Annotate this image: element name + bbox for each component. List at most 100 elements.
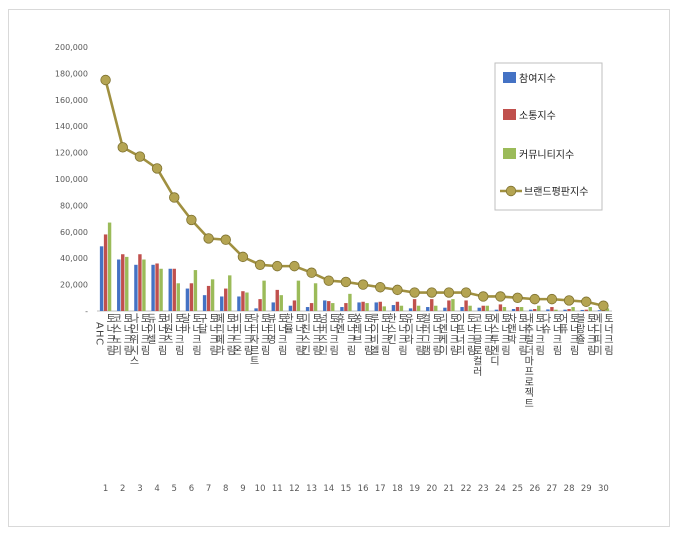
legend-box <box>494 62 603 211</box>
bar-2 <box>172 268 176 311</box>
x-category-label: 한 스 킨토 너 크 림 <box>387 313 407 357</box>
bar-3 <box>468 305 472 311</box>
bar-3 <box>588 307 592 311</box>
x-category-label: 메 디 피 미토 너 크 림 <box>593 313 613 357</box>
bar-1 <box>511 309 516 311</box>
bar-1 <box>374 302 378 311</box>
bar-1 <box>460 307 464 311</box>
bar-3 <box>554 309 558 311</box>
legend-swatch <box>503 148 516 159</box>
bar-2 <box>567 309 571 311</box>
bar-3 <box>382 306 386 311</box>
bar-3 <box>519 307 524 311</box>
y-tick-label: 200,000 <box>55 43 88 52</box>
bar-2 <box>275 289 279 311</box>
line-point <box>357 279 369 290</box>
y-tick-label: 140,000 <box>55 122 88 131</box>
line-point <box>392 284 403 296</box>
bar-2 <box>498 304 503 311</box>
y-tick-label: 20,000 <box>60 281 88 290</box>
rank-label: 27 <box>547 484 558 494</box>
rank-label: 9 <box>240 484 245 494</box>
y-tick-label: 160,000 <box>55 96 88 105</box>
legend-swatch <box>503 72 516 83</box>
legend-marker <box>505 185 517 197</box>
rank-label: 8 <box>223 484 228 494</box>
line-point <box>443 287 455 298</box>
bar-3 <box>331 303 335 311</box>
bar-1 <box>546 309 550 311</box>
bar-2 <box>103 234 108 311</box>
bar-1 <box>494 309 499 311</box>
bar-3 <box>399 305 404 311</box>
bar-3 <box>142 259 146 311</box>
rank-label: 28 <box>564 484 575 494</box>
bar-1 <box>237 296 241 311</box>
bar-3 <box>262 280 266 311</box>
line-point <box>495 291 506 302</box>
line-point <box>134 151 146 162</box>
line-point <box>220 234 231 245</box>
x-category-label: 유 이 라토 너 크 림 <box>404 313 424 357</box>
x-category-label: 차 앤 박토 너 크 림 <box>507 313 527 357</box>
x-category-label: 비 비 드 온토 너 크 림 <box>233 313 253 357</box>
rank-label: 23 <box>478 484 489 494</box>
bar-2 <box>241 291 245 311</box>
rank-label: 2 <box>120 484 125 494</box>
bar-2 <box>344 303 348 311</box>
rank-label: 14 <box>323 484 334 494</box>
rank-label: 18 <box>392 484 403 494</box>
bar-2 <box>121 254 125 311</box>
bar-1 <box>288 305 293 311</box>
bar-3 <box>416 305 421 311</box>
x-category-label: 구 달토 너 크 림 <box>198 314 218 357</box>
x-category-label: 듀 이 셀토 너 크 림 <box>147 313 167 357</box>
x-category-label: 코 드 글 로 컬 러토 너 크 림 <box>473 314 493 378</box>
bar-3 <box>193 270 198 311</box>
bar-2 <box>292 300 297 311</box>
x-category-label: 쏭 레 브토 너 크 림 <box>353 313 373 357</box>
x-category-label: 다 슈토 너 크 림 <box>542 313 562 357</box>
bar-3 <box>228 275 232 311</box>
bar-1 <box>580 309 584 311</box>
y-tick-label: 100,000 <box>55 175 88 184</box>
bar-2 <box>550 307 554 311</box>
x-category-label: 휴 엔토 너 크 림 <box>336 313 356 357</box>
bar-1 <box>117 259 121 311</box>
x-category-label: 닥 터 자 르 트토 너 크 림 <box>250 313 270 367</box>
y-tick-label: 80,000 <box>60 201 88 210</box>
bar-1 <box>426 307 430 311</box>
rank-label: 19 <box>409 484 420 494</box>
x-category-label: A H C토 너 크 림 <box>93 314 115 357</box>
rank-label: 12 <box>289 484 300 494</box>
line-point <box>117 142 128 153</box>
bar-2 <box>327 301 331 311</box>
bar-1 <box>597 310 602 311</box>
bar-3 <box>159 268 163 311</box>
rank-label: 16 <box>358 484 369 494</box>
bar-3 <box>210 279 215 311</box>
line-point <box>512 292 523 304</box>
bar-3 <box>485 305 489 311</box>
x-category-label: 코 스 노 리토 너 크 림 <box>113 314 133 357</box>
legend-swatch <box>503 109 516 120</box>
bar-3 <box>348 293 352 311</box>
x-category-label: 이 프 너 리토 너 크 림 <box>456 313 476 357</box>
line-point <box>598 300 609 311</box>
rank-label: 15 <box>341 484 352 494</box>
x-category-label: 어 퓨토 너 크 림 <box>559 313 579 357</box>
bar-2 <box>584 309 588 311</box>
bar-2 <box>481 305 485 311</box>
rank-label: 26 <box>529 484 540 494</box>
x-category-label: 미 친 스 킨토 너 크 림 <box>301 313 321 357</box>
rank-label: 1 <box>103 484 108 494</box>
line-point <box>460 287 472 298</box>
bar-2 <box>206 285 211 311</box>
bar-3 <box>176 283 180 311</box>
bar-1 <box>477 307 481 311</box>
bar-1 <box>408 308 413 311</box>
rank-label: 25 <box>512 484 523 494</box>
x-category-label: 한 율토 너 크 림 <box>284 313 304 357</box>
bar-2 <box>515 307 520 311</box>
rank-label: 20 <box>426 484 437 494</box>
